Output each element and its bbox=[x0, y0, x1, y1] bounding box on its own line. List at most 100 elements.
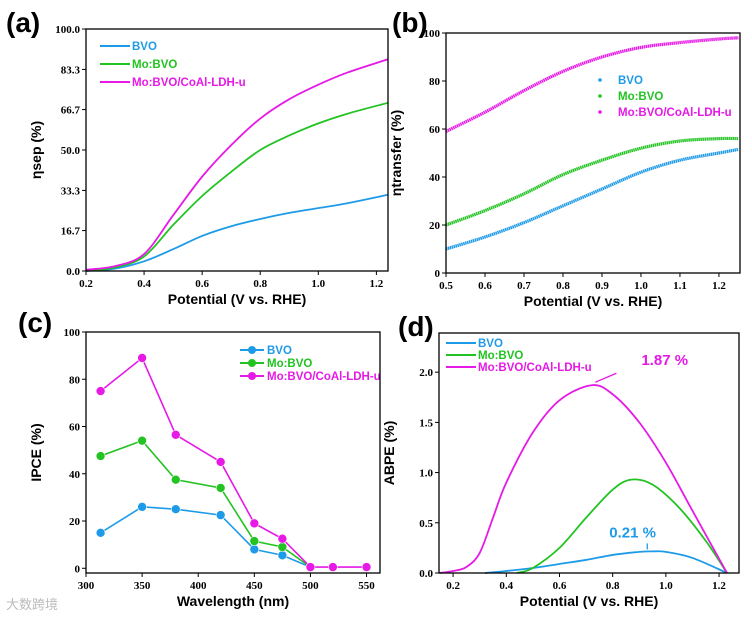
y-tick-label: 40 bbox=[69, 469, 81, 481]
data-point bbox=[95, 451, 106, 461]
series-bvo bbox=[85, 193, 389, 272]
x-tick-label: 1.2 bbox=[712, 580, 726, 592]
y-tick-label: 100 bbox=[424, 28, 441, 40]
y-tick-label: 80 bbox=[429, 76, 441, 88]
plot-frame bbox=[445, 32, 741, 274]
annotation-arrow bbox=[595, 372, 617, 383]
x-tick-label: 0.7 bbox=[517, 280, 531, 292]
y-tick-label: 1.5 bbox=[419, 417, 433, 429]
y-tick-label: 0.5 bbox=[419, 518, 433, 530]
legend-label: Mo:BVO bbox=[618, 91, 663, 103]
legend-swatch bbox=[598, 110, 602, 114]
y-tick-label: 20 bbox=[429, 220, 441, 232]
y-tick-label: 0 bbox=[75, 563, 81, 575]
legend-marker bbox=[248, 346, 256, 354]
legend-label: BVO bbox=[478, 338, 503, 350]
x-tick-label: 0.6 bbox=[553, 580, 567, 592]
y-tick-label: 20 bbox=[69, 516, 81, 528]
series-mo-bvo bbox=[445, 136, 739, 227]
series-line bbox=[100, 356, 367, 568]
y-axis-label: ηsep (%) bbox=[28, 121, 44, 179]
data-point bbox=[277, 542, 288, 552]
x-tick-label: 1.0 bbox=[311, 278, 325, 290]
annotation-label: 1.87 % bbox=[641, 352, 688, 369]
series-bvo bbox=[95, 502, 316, 572]
data-point bbox=[249, 544, 260, 555]
x-axis-label: Wavelength (nm) bbox=[177, 593, 289, 609]
y-tick-label: 100.0 bbox=[55, 24, 80, 36]
data-point bbox=[249, 518, 260, 529]
x-tick-label: 1.2 bbox=[370, 278, 384, 290]
data-point bbox=[215, 457, 226, 467]
legend-label: Mo:BVO bbox=[132, 59, 177, 71]
x-tick-label: 0.6 bbox=[478, 280, 492, 292]
series-mo-bvo-coal-ldh-u bbox=[439, 384, 728, 574]
legend-swatch bbox=[598, 78, 602, 82]
legend-label: Mo:BVO bbox=[267, 358, 312, 370]
data-point bbox=[170, 504, 181, 515]
y-axis-label: IPCE (%) bbox=[28, 423, 44, 481]
watermark: 大数跨境 bbox=[6, 597, 59, 612]
x-tick-label: 0.8 bbox=[253, 278, 267, 290]
x-tick-label: 550 bbox=[358, 580, 375, 592]
y-tick-label: 100 bbox=[64, 327, 81, 339]
data-point bbox=[215, 483, 226, 493]
y-tick-label: 0.0 bbox=[419, 568, 433, 580]
x-axis-label: Potential (V vs. RHE) bbox=[524, 293, 662, 309]
plot-frame bbox=[438, 332, 740, 574]
plot-frame bbox=[85, 331, 381, 574]
y-tick-label: 60 bbox=[429, 124, 441, 136]
x-axis-label: Potential (V vs. RHE) bbox=[520, 593, 658, 609]
y-axis-label: ηtransfer (%) bbox=[388, 110, 404, 196]
panel-label: (b) bbox=[392, 7, 428, 38]
x-tick-label: 0.4 bbox=[137, 278, 151, 290]
y-tick-label: 80 bbox=[69, 374, 81, 386]
series-line bbox=[445, 36, 739, 133]
data-point bbox=[305, 562, 316, 572]
series-line bbox=[85, 58, 389, 271]
panel-label: (a) bbox=[6, 7, 40, 38]
legend-swatch bbox=[598, 94, 602, 98]
y-tick-label: 66.7 bbox=[61, 105, 81, 117]
y-tick-label: 83.3 bbox=[61, 64, 81, 76]
data-point bbox=[137, 502, 147, 512]
series-line bbox=[516, 478, 728, 574]
x-tick-label: 350 bbox=[134, 580, 151, 592]
legend-label: Mo:BVO/CoAl-LDH-u bbox=[618, 107, 732, 119]
data-point bbox=[249, 536, 260, 546]
series-mo-bvo-coal-ldh-u bbox=[95, 353, 372, 572]
data-point bbox=[361, 562, 372, 572]
series-line bbox=[439, 384, 728, 574]
legend-label: Mo:BVO/CoAl-LDH-u bbox=[132, 77, 246, 89]
annotation-label: 0.21 % bbox=[609, 524, 656, 541]
legend-label: Mo:BVO/CoAl-LDH-u bbox=[478, 362, 592, 374]
x-tick-label: 0.8 bbox=[556, 280, 570, 292]
data-point bbox=[215, 510, 226, 520]
y-axis-label: ABPE (%) bbox=[381, 421, 397, 486]
y-tick-label: 1.0 bbox=[419, 468, 433, 480]
x-axis-label: Potential (V vs. RHE) bbox=[168, 291, 306, 307]
y-tick-label: 50.0 bbox=[61, 145, 81, 157]
x-tick-label: 500 bbox=[302, 580, 319, 592]
series-bvo bbox=[445, 147, 739, 251]
y-tick-label: 2.0 bbox=[419, 367, 433, 379]
x-tick-label: 450 bbox=[246, 580, 263, 592]
legend-label: BVO bbox=[132, 41, 157, 53]
panel-a: (a) BVO Mo:BVO Mo:BVO/CoAl-LDH-u 0.2 0.4 0.6 0.… bbox=[6, 7, 389, 307]
y-tick-label: 60 bbox=[69, 422, 81, 434]
x-tick-label: 1.1 bbox=[673, 280, 687, 292]
legend-marker bbox=[248, 359, 256, 367]
x-tick-label: 0.8 bbox=[606, 580, 620, 592]
x-tick-label: 0.2 bbox=[79, 278, 93, 290]
x-tick-label: 0.5 bbox=[439, 280, 453, 292]
panel-label: (c) bbox=[18, 307, 52, 338]
legend-label: Mo:BVO/CoAl-LDH-u bbox=[267, 371, 381, 383]
legend-marker bbox=[248, 372, 256, 380]
series-mo-bvo-coal-ldh-u bbox=[85, 58, 389, 271]
y-tick-label: 0 bbox=[435, 268, 441, 280]
y-tick-label: 0.0 bbox=[66, 266, 80, 278]
